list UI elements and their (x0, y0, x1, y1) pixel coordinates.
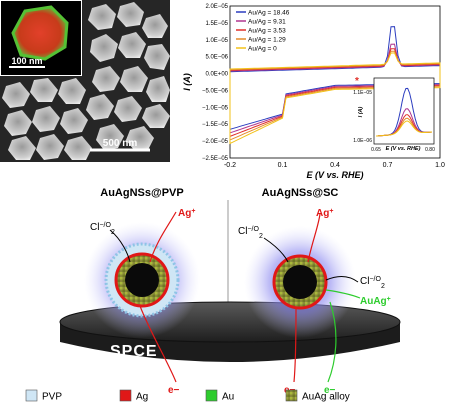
legend-item-auag-alloy: AuAg alloy (285, 389, 350, 403)
y-tick-label: 0.0E+00 (205, 72, 228, 78)
cv-inset: 1.1E−05 1.0E−06 0.65 0.80 E (V vs. RHE) … (353, 77, 435, 153)
y-tick-label: −2.0E−05 (202, 139, 229, 145)
y-tick-label: −1.5E−05 (202, 122, 229, 128)
x-tick-label: 0.7 (383, 162, 393, 169)
ag-release-arrow-right (307, 213, 321, 263)
cl-arrow-right (325, 275, 359, 283)
electron-arrow-left (139, 305, 177, 383)
chart-legend: Au/Ag = 18.46 Au/Ag = 9.31 Au/Ag = 3.53 Au/… (236, 10, 290, 53)
inset-xtick-left: 0.65 (371, 147, 381, 153)
spce-label: SPCE (110, 343, 158, 360)
main-scale-label: 500 nm (103, 138, 138, 149)
svg-text:PVP: PVP (42, 392, 62, 403)
ag-ion-label-right: Ag+ (316, 208, 333, 220)
ag-ion-label-left: Ag+ (178, 208, 195, 220)
legend-item-ag: Ag (119, 389, 148, 403)
legend-label: Au/Ag = 0 (248, 46, 277, 53)
auag-ion-label: AuAg+ (360, 296, 391, 308)
tem-micrograph: 500 nm 100 nm (0, 0, 170, 162)
svg-text:AuAg alloy: AuAg alloy (302, 392, 350, 403)
inset-x-label: E (V vs. RHE) (386, 146, 421, 152)
auag-release-arrow (325, 289, 361, 299)
svg-text:Au: Au (222, 392, 234, 403)
schematic-drawing: AuAgNSs@PVP AuAgNSs@SC SPCE (59, 187, 401, 396)
tem-image: 500 nm (0, 0, 170, 162)
eds-map: 100 nm (1, 1, 81, 75)
x-tick-label: -0.2 (224, 162, 236, 169)
svg-text:Ag: Ag (136, 392, 148, 403)
y-tick-label: 2.0E−05 (205, 4, 228, 10)
y-tick-label: −2.5E−05 (202, 156, 229, 162)
cl-arrow-right-top (263, 237, 289, 263)
inset-ytick-top: 1.1E−05 (353, 90, 372, 96)
ag-release-arrow-left (149, 211, 177, 263)
left-title: AuAgNSs@PVP (100, 187, 183, 199)
nanoparticles (2, 2, 170, 160)
hollow-core (125, 263, 159, 297)
inset-xtick-right: 0.80 (425, 147, 435, 153)
cl-arrow-left (109, 229, 131, 263)
x-tick-label: 0.1 (278, 162, 288, 169)
mechanism-schematic: AuAgNSs@PVP AuAgNSs@SC SPCE (0, 182, 450, 405)
x-tick-label: 0.4 (330, 162, 340, 169)
x-axis-label: E (V vs. RHE) (306, 170, 363, 180)
cl-label-right-top: Cl−/O2 (238, 226, 263, 240)
legend-label: Au/Ag = 1.29 (248, 37, 286, 44)
y-tick-label: 5.0E−06 (205, 55, 228, 61)
legend-label: Au/Ag = 9.31 (248, 19, 286, 26)
y-tick-label: −1.0E−05 (202, 105, 229, 111)
cv-series-line (229, 52, 441, 145)
y-tick-label: 1.0E−05 (205, 38, 228, 44)
legend-item-pvp: PVP (25, 389, 62, 403)
y-axis: 2.0E−05 1.5E−05 1.0E−05 5.0E−06 0.0E+00 −5.0E… (202, 4, 229, 162)
cv-chart: 2.0E−05 1.5E−05 1.0E−05 5.0E−06 0.0E+00 −5.0E… (180, 0, 450, 182)
right-title: AuAgNSs@SC (262, 187, 339, 199)
inset-scale-label: 100 nm (11, 56, 42, 66)
auagnss-sc-particle (244, 226, 356, 338)
auagnss-pvp-particle (84, 222, 200, 338)
peak-marker: * (355, 76, 359, 87)
legend-item-au: Au (205, 389, 234, 403)
cv-plot: 2.0E−05 1.5E−05 1.0E−05 5.0E−06 0.0E+00 −5.0E… (182, 4, 445, 180)
material-legend: PVP Ag Au AuAg alloy (25, 389, 350, 403)
x-axis: -0.2 0.1 0.4 0.7 1.0 (224, 162, 445, 169)
electron-arrow-right (293, 307, 297, 383)
electron-label-green: e− (324, 385, 336, 396)
cv-curves (229, 26, 441, 145)
y-axis-label: I (A) (182, 73, 192, 91)
y-tick-label: −5.0E−06 (202, 88, 229, 94)
inset-series-line (375, 120, 433, 137)
hollow-core-right (283, 265, 317, 299)
cl-label-left: Cl−/O2 (90, 222, 115, 236)
cl-label-right: Cl−/O2 (360, 276, 385, 290)
inset-y-label: I (A) (358, 106, 364, 117)
inset-ytick-bottom: 1.0E−06 (353, 138, 372, 144)
y-tick-label: 1.5E−05 (205, 21, 228, 27)
x-tick-label: 1.0 (435, 162, 445, 169)
eds-map-inset: 100 nm (0, 0, 82, 76)
electron-label-left: e− (168, 385, 180, 396)
legend-label: Au/Ag = 3.53 (248, 28, 286, 35)
legend-label: Au/Ag = 18.46 (248, 10, 290, 17)
electron-arrow-green (327, 301, 337, 383)
